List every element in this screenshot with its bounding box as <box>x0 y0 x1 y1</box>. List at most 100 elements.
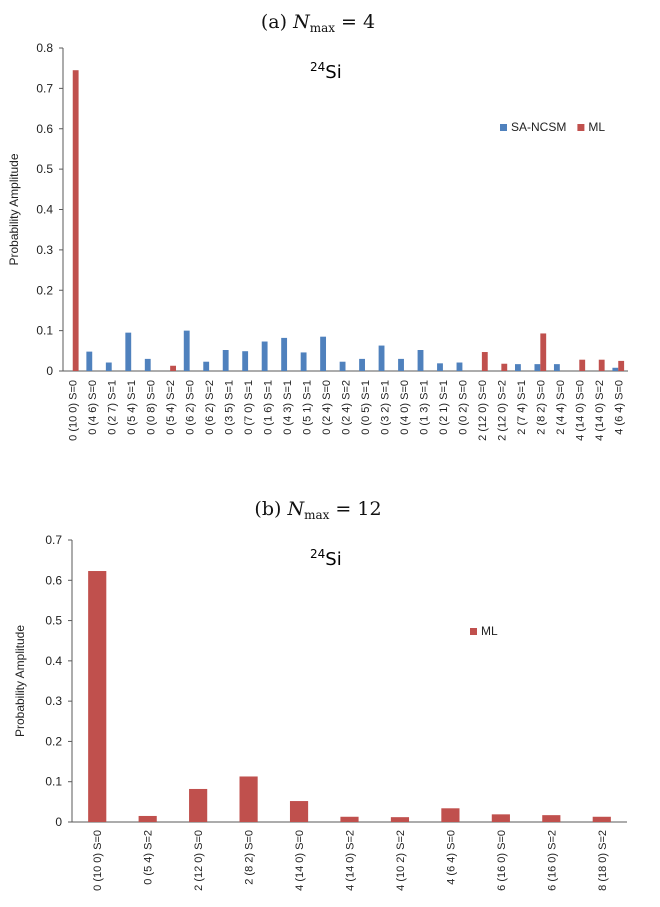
x-category-label: 0 (7 0) S=1 <box>243 380 255 435</box>
bar-sa-ncsm <box>359 358 365 371</box>
x-category-label: 0 (5 4) S=1 <box>126 380 138 435</box>
legend-label: ML <box>588 120 605 134</box>
bar-sa-ncsm <box>378 345 385 371</box>
x-category-label: 2 (7 4) S=1 <box>516 380 528 435</box>
y-tick-label: 0.8 <box>36 41 53 55</box>
bar-sa-ncsm <box>125 332 132 371</box>
y-tick-label: 0.2 <box>45 734 62 748</box>
legend-swatch <box>577 124 585 131</box>
bar-sa-ncsm <box>300 352 307 371</box>
legend-swatch <box>500 124 507 131</box>
y-tick-label: 0.6 <box>45 573 62 587</box>
bar-sa-ncsm <box>417 350 424 371</box>
bar-ml <box>491 814 510 822</box>
y-tick-label: 0.3 <box>45 694 62 708</box>
bar-sa-ncsm <box>86 351 93 371</box>
bar-sa-ncsm <box>183 330 190 371</box>
bar-sa-ncsm <box>144 358 151 371</box>
y-tick-label: 0 <box>46 364 53 378</box>
y-axis-title: Probability Amplitude <box>13 625 27 737</box>
chart-b-nucleus-label: 24Si <box>310 547 342 570</box>
bar-sa-ncsm <box>105 362 112 371</box>
bar-sa-ncsm <box>320 336 327 371</box>
bar-sa-ncsm <box>261 341 268 371</box>
y-tick-label: 0.5 <box>36 162 53 176</box>
x-category-label: 2 (8 2) S=0 <box>244 830 256 885</box>
bar-sa-ncsm <box>242 351 249 371</box>
x-category-label: 0 (6 2) S=0 <box>185 380 197 435</box>
y-tick-label: 0.6 <box>36 122 53 136</box>
bar-ml <box>542 815 561 822</box>
bar-ml <box>441 808 460 822</box>
y-tick-label: 0.5 <box>45 614 62 628</box>
chart-a-svg: (a) Nmax = 4 24Si 0 0.1 0.2 0.3 0.4 0.5 0.6 0.7 0.… <box>7 11 628 441</box>
legend-swatch <box>470 628 477 635</box>
bar-ml <box>592 816 611 822</box>
chart-panel-b: (b) Nmax = 12 24Si 0 0.1 0.2 0.3 0.4 0.5 0.6 0.7 P… <box>0 450 660 907</box>
x-category-label: 4 (14 0) S=0 <box>574 380 586 441</box>
x-category-label: 0 (5 4) S=2 <box>143 830 155 885</box>
y-tick-label: 0.2 <box>36 283 53 297</box>
x-category-label: 0 (3 5) S=1 <box>224 380 236 435</box>
x-category-label: 8 (18 0) S=2 <box>597 830 609 891</box>
bar-sa-ncsm <box>398 358 404 371</box>
bar-ml <box>88 571 107 822</box>
x-category-label: 4 (6 4) S=0 <box>613 380 625 435</box>
bar-ml <box>540 333 547 371</box>
bar-ml <box>618 360 625 371</box>
x-category-label: 0 (5 4) S=2 <box>165 380 177 435</box>
bar-sa-ncsm <box>203 361 210 371</box>
x-category-label: 4 (6 4) S=0 <box>445 830 457 885</box>
legend-label: ML <box>481 624 498 638</box>
y-tick-label: 0.1 <box>45 775 62 789</box>
bar-ml <box>579 359 586 371</box>
y-tick-label: 0.1 <box>36 324 53 338</box>
chart-b-svg: (b) Nmax = 12 24Si 0 0.1 0.2 0.3 0.4 0.5 0.6 0.7 P… <box>13 498 627 891</box>
x-category-label: 0 (4 3) S=1 <box>282 380 294 435</box>
x-category-label: 0 (5 1) S=1 <box>302 380 314 435</box>
chart-panel-a: (a) Nmax = 4 24Si 0 0.1 0.2 0.3 0.4 0.5 0.6 0.7 0.… <box>0 0 660 450</box>
x-category-label: 0 (0 2) S=0 <box>457 380 469 435</box>
x-category-label: 6 (16 0) S=0 <box>496 830 508 891</box>
x-category-label: 2 (12 0) S=0 <box>193 830 205 891</box>
x-category-label: 0 (2 1) S=1 <box>438 380 450 435</box>
bar-ml <box>289 801 309 822</box>
x-category-label: 4 (14 0) S=0 <box>294 830 306 891</box>
y-tick-label: 0 <box>55 815 62 829</box>
x-category-label: 0 (2 4) S=2 <box>341 380 353 435</box>
x-category-label: 0 (1 6) S=1 <box>263 380 275 435</box>
bar-sa-ncsm <box>437 363 443 371</box>
x-category-label: 0 (0 8) S=0 <box>146 380 158 435</box>
bar-ml <box>501 363 508 371</box>
x-category-label: 4 (14 0) S=2 <box>594 380 606 441</box>
y-axis-title: Probability Amplitude <box>7 153 21 265</box>
y-tick-label: 0.4 <box>45 654 62 668</box>
chart-a-caption: (a) Nmax = 4 <box>261 11 375 35</box>
y-tick-label: 0.7 <box>45 533 62 547</box>
x-category-label: 0 (6 2) S=2 <box>204 380 216 435</box>
bar-sa-ncsm <box>534 364 541 371</box>
x-category-label: 0 (1 3) S=1 <box>418 380 430 435</box>
bar-sa-ncsm <box>281 337 288 371</box>
x-category-label: 2 (12 0) S=0 <box>477 380 489 441</box>
y-tick-label: 0.7 <box>36 81 53 95</box>
y-tick-label: 0.4 <box>36 203 53 217</box>
bar-sa-ncsm <box>553 364 560 371</box>
chart-b-caption: (b) Nmax = 12 <box>254 498 381 522</box>
bar-ml <box>340 816 359 822</box>
bar-ml <box>189 788 208 822</box>
bar-ml <box>72 70 79 372</box>
bar-ml <box>598 359 605 371</box>
x-category-label: 0 (10 0) S=0 <box>68 380 80 441</box>
bar-ml <box>390 817 410 822</box>
x-category-label: 0 (3 2) S=1 <box>379 380 391 435</box>
bar-sa-ncsm <box>456 362 463 371</box>
bar-sa-ncsm <box>222 350 229 371</box>
bar-sa-ncsm <box>339 361 346 371</box>
bar-ml <box>170 365 176 371</box>
bar-ml <box>481 352 488 371</box>
x-category-label: 6 (16 0) S=2 <box>546 830 558 891</box>
x-category-label: 0 (2 7) S=1 <box>107 380 119 435</box>
bar-ml <box>239 776 258 822</box>
bar-sa-ncsm <box>515 364 521 371</box>
